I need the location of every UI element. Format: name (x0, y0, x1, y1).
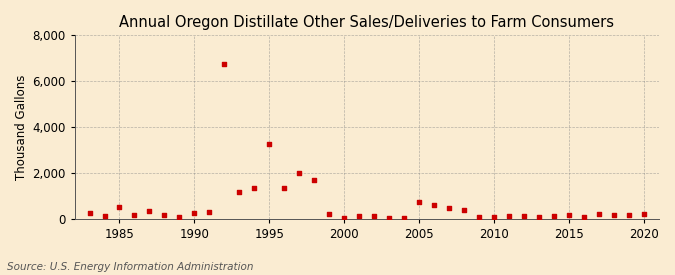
Point (473, 215, 484, 219)
Point (308, 178, 319, 182)
Point (623, 213, 634, 218)
Point (279, 186, 290, 190)
Point (593, 212, 604, 216)
Point (84, 211, 95, 216)
Point (354, 214, 364, 219)
Point (458, 208, 469, 212)
Point (204, 210, 215, 214)
Point (159, 213, 170, 217)
Point (414, 199, 425, 204)
Y-axis label: Thousand Gallons: Thousand Gallons (15, 74, 28, 180)
Point (489, 215, 500, 219)
Point (638, 212, 649, 217)
Point (114, 204, 125, 209)
Point (608, 212, 619, 217)
Point (189, 211, 200, 215)
Point (144, 208, 155, 213)
Point (504, 214, 514, 219)
Point (399, 216, 410, 221)
Point (429, 203, 439, 208)
Point (174, 214, 185, 219)
Point (548, 214, 559, 219)
Point (578, 215, 589, 219)
Point (234, 190, 244, 194)
Point (219, 62, 230, 66)
Point (383, 215, 394, 220)
Point (369, 214, 379, 218)
Point (99, 214, 110, 219)
Point (264, 142, 275, 146)
Point (533, 215, 544, 219)
Point (249, 186, 260, 190)
Point (518, 214, 529, 219)
Point (339, 215, 350, 220)
Point (443, 206, 454, 211)
Title: Annual Oregon Distillate Other Sales/Deliveries to Farm Consumers: Annual Oregon Distillate Other Sales/Del… (119, 15, 614, 30)
Point (129, 213, 140, 217)
Point (564, 213, 574, 218)
Text: Source: U.S. Energy Information Administration: Source: U.S. Energy Information Administ… (7, 262, 253, 272)
Point (294, 171, 304, 175)
Point (324, 212, 335, 216)
